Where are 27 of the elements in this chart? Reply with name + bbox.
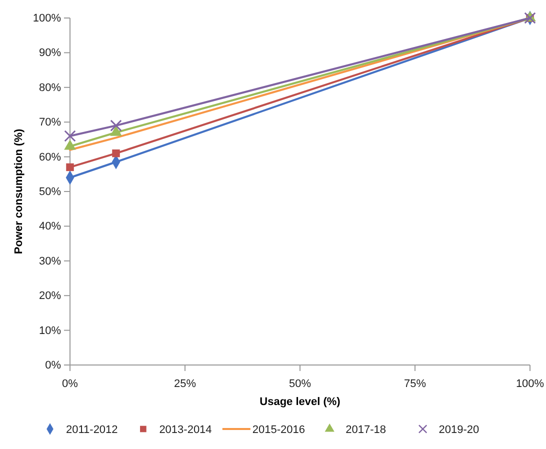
y-tick-label: 40%: [38, 220, 62, 233]
legend-label: 2011-2012: [66, 424, 118, 436]
y-tick-label: 30%: [38, 255, 62, 268]
y-tick-label: 100%: [32, 12, 62, 25]
x-tick-label: 50%: [288, 378, 312, 390]
x-tick-label: 25%: [174, 378, 196, 390]
legend-label: 2015-2016: [252, 424, 306, 436]
x-tick-label: 100%: [516, 378, 544, 390]
legend-label: 2013-2014: [159, 424, 212, 436]
y-tick-label: 10%: [38, 324, 62, 337]
y-axis-title: Power consumption (%): [13, 128, 25, 254]
y-tick-label: 80%: [38, 82, 62, 94]
point: [64, 130, 76, 142]
y-tick-label: 50%: [38, 186, 62, 198]
x-axis-title: Usage level (%): [260, 396, 341, 408]
point: [66, 163, 74, 172]
x-tick-label: 75%: [404, 378, 426, 390]
x-tick-label: 0%: [62, 378, 78, 390]
point: [112, 149, 120, 158]
y-tick-label: 60%: [38, 151, 62, 164]
legend-label: 2019-20: [438, 424, 480, 436]
legend-label: 2017-18: [346, 424, 386, 436]
y-tick-label: 90%: [38, 47, 62, 60]
y-tick-label: 0%: [45, 360, 62, 372]
y-tick-label: 70%: [38, 116, 62, 129]
y-tick-label: 20%: [38, 290, 62, 302]
point: [110, 120, 122, 132]
